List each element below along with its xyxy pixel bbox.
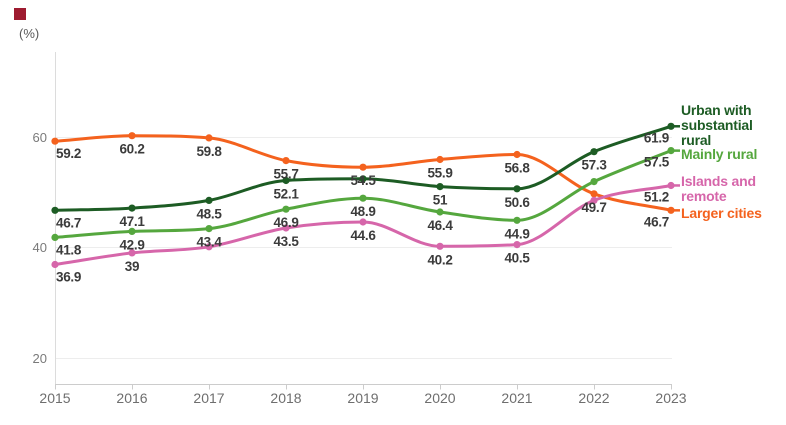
data-point-larger-cities-2022 bbox=[590, 190, 598, 198]
data-point-islands-and-remote-2020 bbox=[436, 242, 444, 250]
brand-mark bbox=[14, 8, 26, 20]
data-point-larger-cities-2019 bbox=[359, 163, 367, 171]
x-tick-label-2015: 2015 bbox=[39, 390, 70, 406]
data-label-islands-and-remote-2018: 43.5 bbox=[273, 234, 299, 249]
data-label-urban-with-substantial-rural-2015: 46.7 bbox=[56, 215, 81, 230]
data-point-mainly-rural-2015 bbox=[51, 233, 59, 241]
data-point-urban-with-substantial-rural-2023 bbox=[667, 122, 675, 130]
data-label-islands-and-remote-2023: 51.2 bbox=[644, 190, 669, 205]
data-point-islands-and-remote-2018 bbox=[282, 224, 290, 232]
x-tick-label-2022: 2022 bbox=[578, 390, 609, 406]
data-label-larger-cities-2022: 49.7 bbox=[581, 200, 606, 215]
data-label-urban-with-substantial-rural-2021: 50.6 bbox=[504, 195, 530, 210]
data-point-mainly-rural-2019 bbox=[359, 194, 367, 202]
x-tick-label-2016: 2016 bbox=[116, 390, 147, 406]
data-point-mainly-rural-2022 bbox=[590, 178, 598, 186]
data-point-islands-and-remote-2017 bbox=[205, 243, 213, 251]
data-point-islands-and-remote-2019 bbox=[359, 218, 367, 226]
data-label-islands-and-remote-2016: 39 bbox=[125, 259, 139, 274]
data-point-urban-with-substantial-rural-2021 bbox=[513, 185, 521, 193]
data-point-mainly-rural-2020 bbox=[436, 208, 444, 216]
data-label-mainly-rural-2020: 46.4 bbox=[427, 218, 453, 233]
data-label-urban-with-substantial-rural-2022: 57.3 bbox=[581, 158, 607, 173]
data-point-larger-cities-2020 bbox=[436, 155, 444, 164]
data-label-mainly-rural-2017: 43.4 bbox=[196, 235, 222, 250]
x-tick-label-2020: 2020 bbox=[424, 390, 455, 406]
data-label-mainly-rural-2018: 46.9 bbox=[273, 215, 298, 230]
data-label-mainly-rural-2021: 44.9 bbox=[504, 226, 529, 241]
data-point-islands-and-remote-2021 bbox=[513, 241, 521, 249]
data-label-larger-cities-2016: 60.2 bbox=[119, 142, 144, 157]
data-label-larger-cities-2017: 59.8 bbox=[196, 144, 222, 159]
data-label-larger-cities-2023: 46.7 bbox=[644, 214, 669, 229]
data-label-islands-and-remote-2020: 40.2 bbox=[427, 252, 452, 267]
data-label-mainly-rural-2023: 57.5 bbox=[644, 155, 670, 170]
data-label-urban-with-substantial-rural-2023: 61.9 bbox=[644, 130, 669, 145]
data-point-mainly-rural-2021 bbox=[513, 216, 521, 224]
data-point-larger-cities-2015 bbox=[51, 137, 59, 145]
data-point-islands-and-remote-2015 bbox=[51, 260, 59, 269]
data-point-urban-with-substantial-rural-2022 bbox=[590, 148, 598, 156]
data-point-urban-with-substantial-rural-2019 bbox=[359, 175, 367, 183]
data-label-larger-cities-2015: 59.2 bbox=[56, 146, 81, 161]
data-label-urban-with-substantial-rural-2018: 52.1 bbox=[273, 187, 299, 202]
data-point-larger-cities-2017 bbox=[205, 134, 213, 142]
y-axis-unit-label: (%) bbox=[19, 26, 40, 41]
data-point-islands-and-remote-2016 bbox=[128, 249, 136, 257]
data-point-urban-with-substantial-rural-2018 bbox=[282, 176, 290, 185]
data-label-mainly-rural-2015: 41.8 bbox=[56, 242, 82, 257]
data-label-urban-with-substantial-rural-2016: 47.1 bbox=[119, 214, 145, 229]
data-point-larger-cities-2018 bbox=[282, 157, 290, 165]
data-point-mainly-rural-2018 bbox=[282, 205, 290, 213]
data-label-mainly-rural-2019: 48.9 bbox=[350, 204, 375, 219]
data-label-larger-cities-2021: 56.8 bbox=[504, 161, 530, 176]
data-point-larger-cities-2016 bbox=[128, 132, 136, 140]
data-point-mainly-rural-2017 bbox=[205, 225, 213, 233]
data-label-larger-cities-2019: 54.5 bbox=[350, 173, 376, 188]
x-tick-label-2023: 2023 bbox=[655, 390, 686, 406]
data-label-larger-cities-2018: 55.7 bbox=[273, 167, 298, 182]
data-point-urban-with-substantial-rural-2015 bbox=[51, 206, 59, 214]
data-point-larger-cities-2023 bbox=[667, 206, 675, 214]
x-tick-label-2017: 2017 bbox=[193, 390, 224, 406]
y-tick-label-40: 40 bbox=[33, 240, 47, 255]
y-tick-label-20: 20 bbox=[33, 351, 47, 366]
data-label-islands-and-remote-2015: 36.9 bbox=[56, 270, 81, 285]
y-tick-label-60: 60 bbox=[33, 130, 47, 145]
data-label-islands-and-remote-2021: 40.5 bbox=[504, 251, 530, 266]
data-point-islands-and-remote-2022 bbox=[590, 196, 598, 204]
data-point-urban-with-substantial-rural-2017 bbox=[205, 196, 213, 204]
data-point-mainly-rural-2016 bbox=[128, 227, 136, 235]
data-label-mainly-rural-2016: 42.9 bbox=[119, 237, 144, 252]
data-point-urban-with-substantial-rural-2016 bbox=[128, 204, 136, 212]
data-point-larger-cities-2021 bbox=[513, 150, 521, 159]
data-point-urban-with-substantial-rural-2020 bbox=[436, 183, 444, 191]
data-label-islands-and-remote-2019: 44.6 bbox=[350, 228, 376, 243]
data-label-urban-with-substantial-rural-2017: 48.5 bbox=[196, 206, 222, 221]
x-tick-label-2021: 2021 bbox=[501, 390, 532, 406]
x-tick-label-2019: 2019 bbox=[347, 390, 378, 406]
data-point-islands-and-remote-2023 bbox=[667, 181, 675, 190]
data-label-urban-with-substantial-rural-2020: 51 bbox=[433, 193, 448, 208]
x-tick-label-2018: 2018 bbox=[270, 390, 301, 406]
data-point-mainly-rural-2023 bbox=[667, 147, 675, 155]
data-label-larger-cities-2020: 55.9 bbox=[427, 166, 452, 181]
